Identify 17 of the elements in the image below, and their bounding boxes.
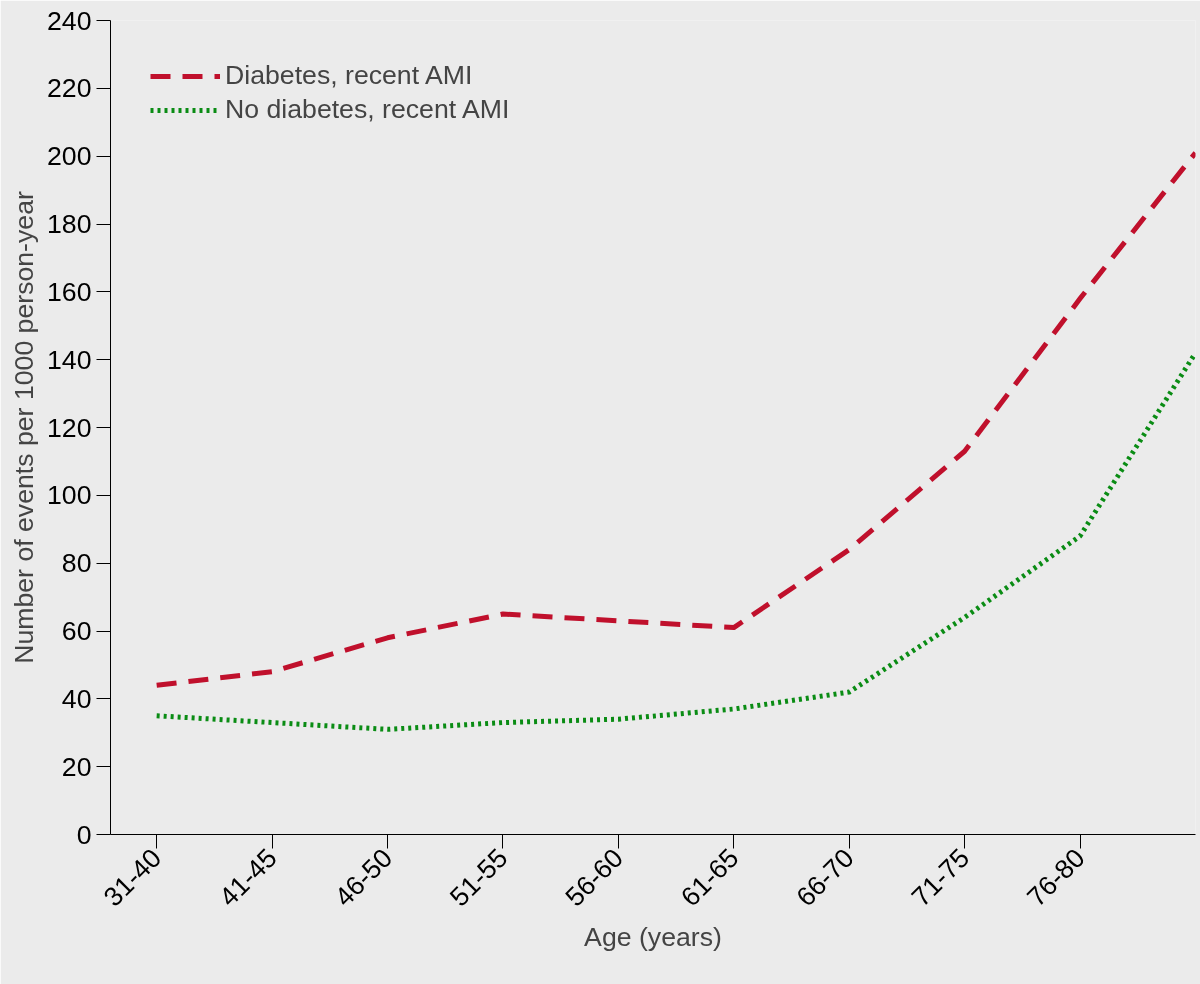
y-tick-label: 200: [47, 141, 92, 172]
y-tick-label: 0: [76, 819, 92, 850]
y-tick-label: 80: [61, 548, 92, 579]
y-tick-label: 120: [47, 412, 92, 443]
y-tick-label: 140: [47, 344, 92, 375]
y-tick-label: 180: [47, 209, 92, 239]
y-tick-label: 40: [61, 683, 92, 714]
y-axis-title: Number of events per 1000 person-year: [9, 191, 40, 664]
y-tick-label: 100: [47, 480, 92, 511]
y-tick-label: 20: [61, 751, 92, 782]
y-tick-label: 220: [47, 73, 92, 104]
legend-label: No diabetes, recent AMI: [225, 94, 510, 125]
x-axis-title: Age (years): [584, 922, 722, 953]
legend-label: Diabetes, recent AMI: [225, 60, 473, 91]
y-tick-label: 160: [47, 276, 92, 307]
y-tick-label: 240: [47, 5, 92, 36]
y-tick-label: 60: [61, 616, 92, 646]
